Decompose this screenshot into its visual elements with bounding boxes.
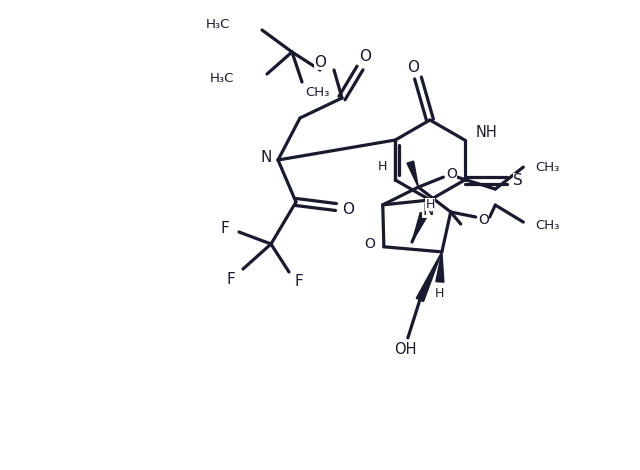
Text: O: O — [359, 48, 371, 63]
Text: O: O — [364, 237, 375, 251]
Text: O: O — [478, 213, 489, 227]
Text: O: O — [342, 202, 354, 217]
Text: OH: OH — [395, 342, 417, 357]
Text: N: N — [422, 203, 434, 218]
Polygon shape — [416, 252, 442, 302]
Text: S: S — [513, 172, 522, 188]
Text: CH₃: CH₃ — [535, 219, 559, 232]
Text: H: H — [435, 287, 445, 300]
Text: CH₃: CH₃ — [535, 161, 559, 173]
Text: O: O — [407, 60, 419, 75]
Text: O: O — [446, 167, 457, 181]
Polygon shape — [407, 161, 419, 187]
Text: F: F — [227, 272, 236, 287]
Text: F: F — [294, 274, 303, 290]
Polygon shape — [436, 252, 444, 282]
Text: H₃C: H₃C — [205, 17, 230, 31]
Text: O: O — [314, 55, 326, 70]
Text: H₃C: H₃C — [210, 71, 234, 85]
Text: H: H — [426, 197, 435, 211]
Polygon shape — [412, 212, 428, 242]
Text: F: F — [221, 220, 229, 235]
Text: CH₃: CH₃ — [305, 86, 329, 99]
Text: N: N — [260, 149, 272, 164]
Text: NH: NH — [476, 125, 497, 140]
Text: H: H — [378, 160, 387, 173]
